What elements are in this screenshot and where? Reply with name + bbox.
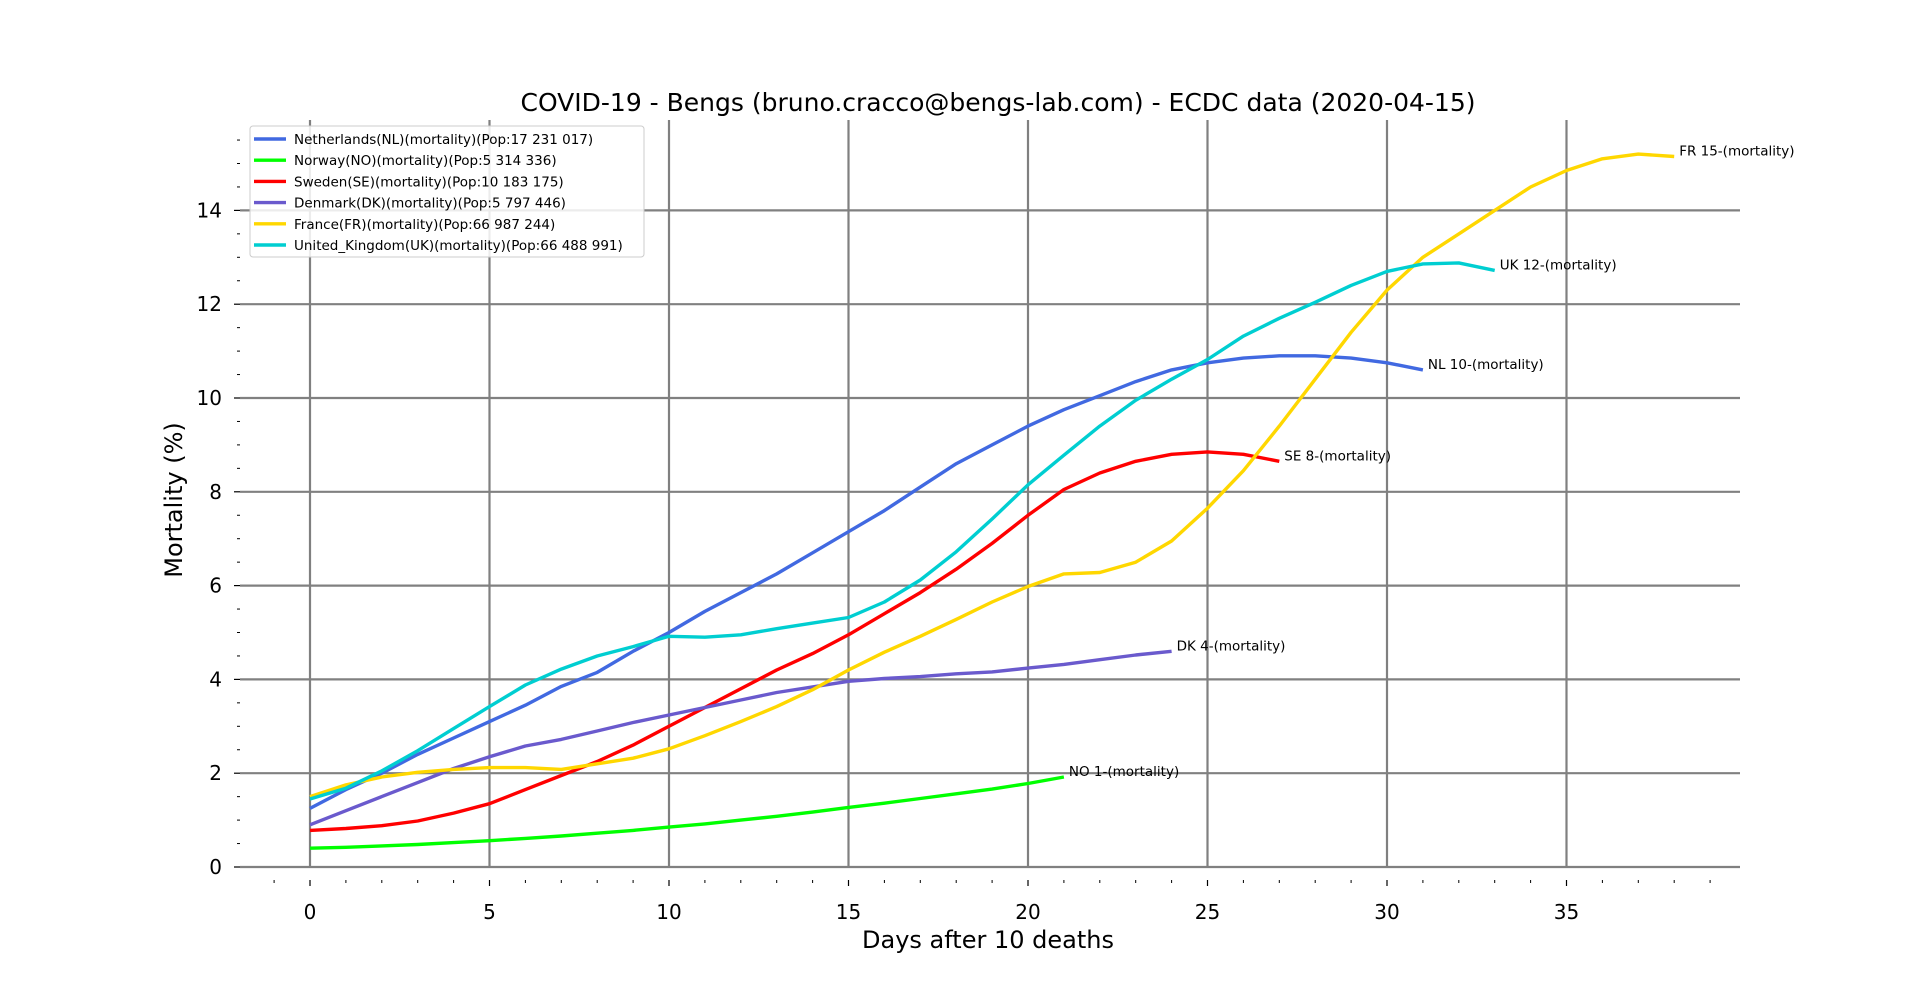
series-end-label: FR 15-(mortality) xyxy=(1679,143,1794,159)
legend-entry: France(FR)(mortality)(Pop:66 987 244) xyxy=(294,217,555,233)
x-tick-label: 25 xyxy=(1195,900,1220,924)
legend-entry: Sweden(SE)(mortality)(Pop:10 183 175) xyxy=(294,174,564,190)
series-line-4 xyxy=(309,152,1675,799)
series-end-label: NO 1-(mortality) xyxy=(1069,764,1179,780)
series-line-1 xyxy=(309,775,1065,850)
series-line-0 xyxy=(309,354,1424,810)
series-end-label: UK 12-(mortality) xyxy=(1500,257,1617,273)
y-tick-label: 8 xyxy=(209,480,222,504)
y-axis-label: Mortality (%) xyxy=(160,422,188,577)
legend-entry: Denmark(DK)(mortality)(Pop:5 797 446) xyxy=(294,196,566,212)
legend-entry: United_Kingdom(UK)(mortality)(Pop:66 488… xyxy=(294,238,623,254)
series-line-2 xyxy=(309,450,1280,833)
x-tick-label: 10 xyxy=(656,900,681,924)
legend: Netherlands(NL)(mortality)(Pop:17 231 01… xyxy=(249,125,645,258)
x-tick-label: 0 xyxy=(304,900,317,924)
grid-lines xyxy=(240,120,1740,869)
series-end-label: SE 8-(mortality) xyxy=(1284,448,1391,464)
series-line-5 xyxy=(309,261,1496,801)
y-tick-label: 6 xyxy=(209,574,222,598)
y-tick-label: 0 xyxy=(209,855,222,879)
x-tick-label: 35 xyxy=(1554,900,1579,924)
y-tick-label: 10 xyxy=(197,386,222,410)
x-axis-label: Days after 10 deaths xyxy=(862,926,1114,954)
x-tick-label: 15 xyxy=(836,900,861,924)
legend-entry: Norway(NO)(mortality)(Pop:5 314 336) xyxy=(294,153,557,169)
axis-ticks: 0 5 10 15 20 25 30 35 0 2 4 6 8 10 12 14 xyxy=(197,139,1711,924)
series-lines xyxy=(309,152,1675,850)
x-tick-label: 20 xyxy=(1015,900,1040,924)
legend-box xyxy=(249,125,645,258)
chart-title: COVID-19 - Bengs (bruno.cracco@bengs-lab… xyxy=(520,88,1475,117)
y-tick-label: 4 xyxy=(209,667,222,691)
y-tick-label: 14 xyxy=(197,198,222,222)
x-tick-label: 30 xyxy=(1374,900,1399,924)
y-tick-label: 12 xyxy=(197,292,222,316)
x-tick-label: 5 xyxy=(483,900,496,924)
y-tick-label: 2 xyxy=(209,761,222,785)
series-end-label: NL 10-(mortality) xyxy=(1428,357,1544,373)
series-end-label: DK 4-(mortality) xyxy=(1177,638,1286,654)
legend-entry: Netherlands(NL)(mortality)(Pop:17 231 01… xyxy=(294,132,593,148)
series-end-labels: NL 10-(mortality) NO 1-(mortality) SE 8-(m… xyxy=(1069,143,1795,779)
